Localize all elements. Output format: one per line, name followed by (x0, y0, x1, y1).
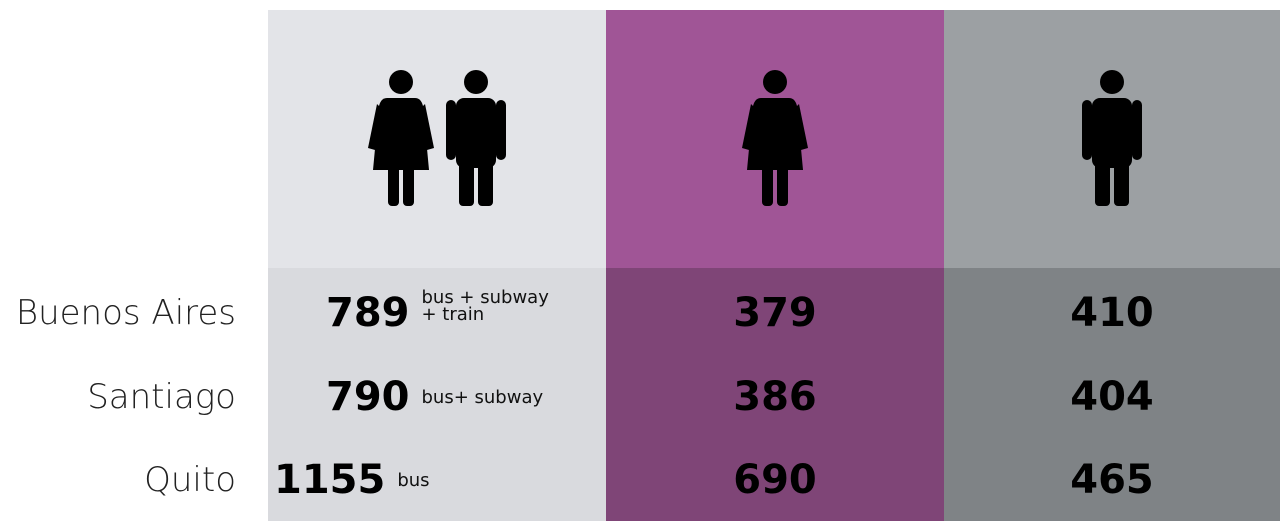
woman-icon (368, 70, 434, 206)
women-body-bg (606, 268, 944, 521)
man-icon (446, 70, 506, 206)
woman-icon (742, 70, 808, 206)
man-icon (1082, 70, 1142, 206)
total-value: 789 (326, 290, 410, 336)
men-value: 465 (1070, 457, 1154, 503)
all-body-bg (268, 268, 606, 521)
transport-modes: + train (421, 304, 485, 325)
women-value: 386 (733, 374, 817, 420)
women-value: 379 (733, 290, 817, 336)
city-label: Santiago (87, 377, 236, 417)
transport-modes: bus (397, 470, 430, 491)
women-value: 690 (733, 457, 817, 503)
icons (368, 70, 1142, 206)
men-value: 404 (1070, 374, 1154, 420)
total-value: 790 (326, 374, 410, 420)
total-value: 1155 (274, 457, 386, 503)
transport-modes: bus+ subway (421, 387, 544, 408)
men-body-bg (944, 268, 1280, 521)
all-header-bg (268, 10, 606, 268)
city-label: Quito (144, 460, 236, 500)
transport-modes: bus + subway (421, 287, 549, 308)
men-value: 410 (1070, 290, 1154, 336)
city-label: Buenos Aires (15, 293, 236, 333)
